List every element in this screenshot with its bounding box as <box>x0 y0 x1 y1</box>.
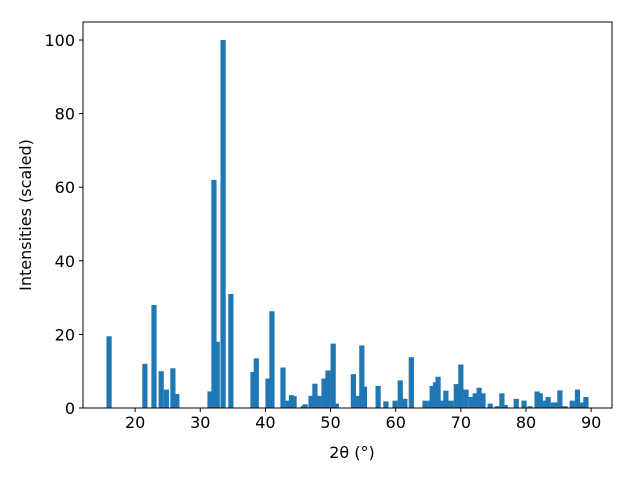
x-tick-label: 40 <box>255 413 275 432</box>
bar <box>214 341 220 408</box>
bar <box>472 393 478 408</box>
bar <box>408 357 414 408</box>
bar <box>458 364 464 408</box>
y-tick-label: 60 <box>55 178 75 197</box>
bar <box>443 390 449 408</box>
bar <box>316 395 322 408</box>
bar <box>321 378 327 408</box>
bar <box>541 400 547 408</box>
y-tick-label: 40 <box>55 252 75 271</box>
bar <box>480 393 486 408</box>
bar <box>211 179 217 408</box>
bar <box>228 293 234 408</box>
bar <box>487 403 493 408</box>
bar <box>453 384 459 408</box>
bar <box>438 400 444 408</box>
bar <box>534 391 540 408</box>
x-tick-label: 70 <box>451 413 471 432</box>
bar <box>285 400 291 408</box>
bar <box>207 391 213 408</box>
bar <box>429 385 435 408</box>
bar <box>569 400 575 408</box>
bar <box>521 400 527 408</box>
bar <box>269 311 275 408</box>
bar <box>350 374 356 408</box>
bar <box>397 380 403 408</box>
x-tick-label: 50 <box>320 413 340 432</box>
bar <box>253 358 259 408</box>
bar <box>537 393 543 408</box>
y-tick-label: 0 <box>65 399 75 418</box>
bar <box>325 370 331 408</box>
bar <box>220 40 226 408</box>
bar <box>499 393 505 408</box>
bar <box>359 345 365 408</box>
bar <box>502 405 508 408</box>
bar <box>142 363 148 408</box>
bar <box>163 389 169 408</box>
bar <box>494 406 500 408</box>
y-axis-label: Intensities (scaled) <box>16 139 35 291</box>
bar <box>280 367 286 408</box>
bar <box>312 383 318 408</box>
x-tick-label: 90 <box>581 413 601 432</box>
x-axis-label: 2θ (°) <box>329 443 375 462</box>
bar <box>392 400 398 408</box>
y-tick-label: 20 <box>55 325 75 344</box>
bar <box>250 371 256 408</box>
bar <box>375 385 381 408</box>
bar <box>158 371 164 408</box>
bar <box>265 378 271 408</box>
plot-frame <box>82 21 613 409</box>
x-tick-label: 80 <box>516 413 536 432</box>
bar <box>333 403 340 408</box>
bar <box>174 394 180 408</box>
bar <box>583 396 589 408</box>
bar <box>354 395 360 408</box>
bar <box>151 304 157 408</box>
bar <box>527 406 533 408</box>
bar <box>106 336 112 408</box>
bar <box>562 406 568 408</box>
bar <box>574 389 581 408</box>
bar <box>448 400 454 408</box>
bar <box>463 389 469 408</box>
bar <box>402 398 408 408</box>
bar <box>383 401 389 408</box>
x-tick-label: 30 <box>190 413 210 432</box>
bar <box>422 400 428 408</box>
bar <box>468 396 474 408</box>
y-tick-label: 80 <box>55 105 75 124</box>
bar <box>435 376 441 408</box>
bar <box>361 386 368 408</box>
bar <box>545 396 551 408</box>
x-tick-label: 60 <box>386 413 406 432</box>
bar <box>291 396 297 408</box>
bar <box>302 404 308 408</box>
bar <box>513 398 519 408</box>
bar <box>553 402 559 408</box>
x-tick-label: 20 <box>125 413 145 432</box>
bar <box>557 390 563 408</box>
bar <box>330 343 336 408</box>
bar <box>308 395 314 408</box>
y-tick-label: 100 <box>44 31 75 50</box>
bar <box>579 402 585 408</box>
bar <box>170 368 176 408</box>
bar <box>476 387 482 408</box>
